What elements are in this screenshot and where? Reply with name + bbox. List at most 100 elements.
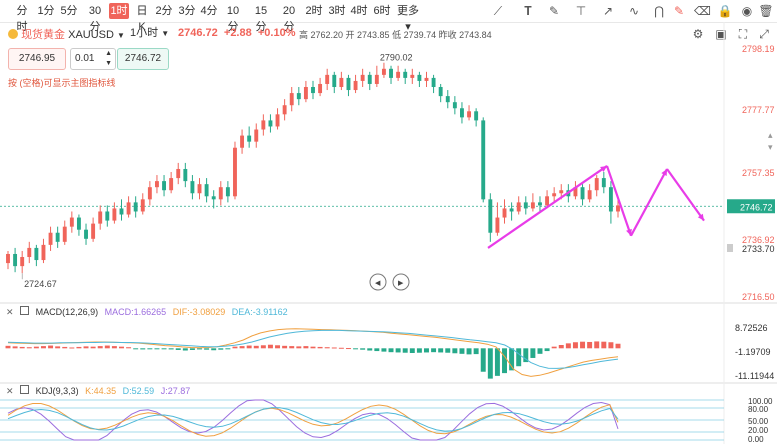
timeframe-9[interactable]: 10分 [226,5,240,33]
macd-bar [62,346,68,349]
macd-bar [530,348,536,358]
macd-axis-label: 8.72526 [735,323,768,333]
macd-bar [317,346,323,349]
delete-icon[interactable]: 🗑 [758,4,774,18]
timeframe-16[interactable]: 更多▾ [397,5,419,33]
magnet-icon[interactable]: ⋂ [654,4,664,18]
chevron-down-icon: ▼ [161,29,170,38]
candle-body [396,71,401,78]
lot-size-input[interactable]: 0.01 ▲ ▼ [70,48,116,70]
macd-bar [232,346,238,349]
kdj-toggle-icon[interactable] [20,385,30,394]
low-annotation: 2724.67 [24,279,57,289]
timeframe-10[interactable]: 15分 [254,5,268,33]
scroll-up-icon: ▴ [768,130,773,140]
eye-icon[interactable]: ◉ [741,4,753,18]
timeframe-11[interactable]: 20分 [282,5,296,33]
marker-price-label: 2733.70 [742,244,775,254]
fullscreen-icon[interactable]: ⛶ [738,27,748,41]
candle-body [155,181,159,188]
brush-icon[interactable]: ✎ [548,4,560,18]
close-icon[interactable]: ✕ [6,307,14,317]
last-price: 2746.72 [178,27,218,39]
candle-body [374,74,379,84]
kdj-title: KDJ(9,3,3) [35,386,79,396]
symbol-code: XAUUSD [68,29,114,41]
settings-icon[interactable]: ⚙ [692,27,704,41]
sell-price-button[interactable]: 2746.95 [8,48,66,70]
timeframe-15[interactable]: 6时 [373,5,391,17]
candle-body [84,229,88,239]
candle-body [69,217,74,227]
kdj-axis-label: 50.00 [748,417,769,426]
eraser-icon[interactable]: ⌫ [694,4,711,18]
candle-body [254,129,259,142]
macd-bar [182,348,188,351]
timeframe-8[interactable]: 4分 [200,5,218,17]
buy-price-button[interactable]: 2746.72 [117,48,169,70]
timeframe-4[interactable]: 1时 [109,3,129,19]
edit-icon[interactable]: ✎ [673,4,685,18]
macd-bar [69,347,75,349]
toolbar: 分时 1分 5分 30分 1时 日K 2分 3分 4分 10分 15分 20分 2时 3时 4时 6时 更多▾ ⟋… [0,0,777,33]
macd-bar [466,348,472,355]
expand-icon[interactable]: ⤢ [759,27,769,41]
macd-bar [615,343,621,349]
macd-bar [587,341,593,349]
symbol-selector[interactable]: 现货黄金 XAUUSD ▼ [8,26,125,42]
kdj-axis-label: 100.00 [748,397,773,406]
macd-bar [48,345,54,349]
timeframe-2[interactable]: 5分 [60,5,78,17]
candle-body [559,190,564,194]
candle-body [389,68,393,78]
projection-segment [487,165,608,249]
projection-arrowhead [697,213,704,221]
macd-bar [324,347,330,349]
timeframe-12[interactable]: 2时 [305,5,323,17]
macd-bar [367,348,373,351]
candle-body [332,74,337,88]
macd-bar [388,348,394,353]
horizontal-line-icon[interactable]: ⊤ [575,4,587,18]
lock-icon[interactable]: 🔒 [717,4,733,18]
gold-coin-icon [8,29,18,39]
dea-line [7,329,619,369]
dea-value: DEA:-3.91162 [231,307,288,317]
kdj-legend: ✕ KDJ(9,3,3) K:44.35 D:52.59 J:27.87 [6,385,194,397]
timeframe-1[interactable]: 1分 [37,5,55,17]
timeframe-0[interactable]: 分时 [16,5,28,33]
close-icon[interactable]: ✕ [6,386,14,396]
timeframe-5[interactable]: 日K [136,5,148,33]
candle-body [616,205,620,212]
wave-icon[interactable]: ∿ [628,4,640,18]
candle-body [431,77,436,88]
candle-body [126,202,131,215]
candle-body [545,196,550,206]
prev-icon-button [369,273,387,291]
candle-body [523,202,528,209]
candle-body [587,190,592,200]
candle-body [495,217,500,233]
macd-axis-label: -1.19709 [735,347,771,357]
snapshot-icon[interactable]: ▣ [715,27,727,41]
ray-icon[interactable]: ↗ [602,4,614,18]
j-line [7,399,619,441]
candle-body [488,199,493,233]
timeframe-3[interactable]: 30分 [88,5,102,33]
timeframe-7[interactable]: 3分 [178,5,196,17]
macd-bar [133,348,139,350]
macd-bar [473,348,479,355]
candle-body [467,111,471,118]
timeframe-6[interactable]: 2分 [155,5,173,17]
candle-body [325,74,330,84]
timeframe-14[interactable]: 4时 [350,5,368,17]
timeframe-13[interactable]: 3时 [328,5,346,17]
macd-toggle-icon[interactable] [20,306,30,315]
line-draw-icon[interactable]: ⟋ [493,4,503,18]
candle-body [140,199,145,212]
text-tool-icon[interactable]: 𝐓 [524,4,532,18]
candle-body [318,83,323,94]
next-icon: ▶ [398,280,404,287]
interval-selector[interactable]: 1小时 ▼ [130,26,169,41]
